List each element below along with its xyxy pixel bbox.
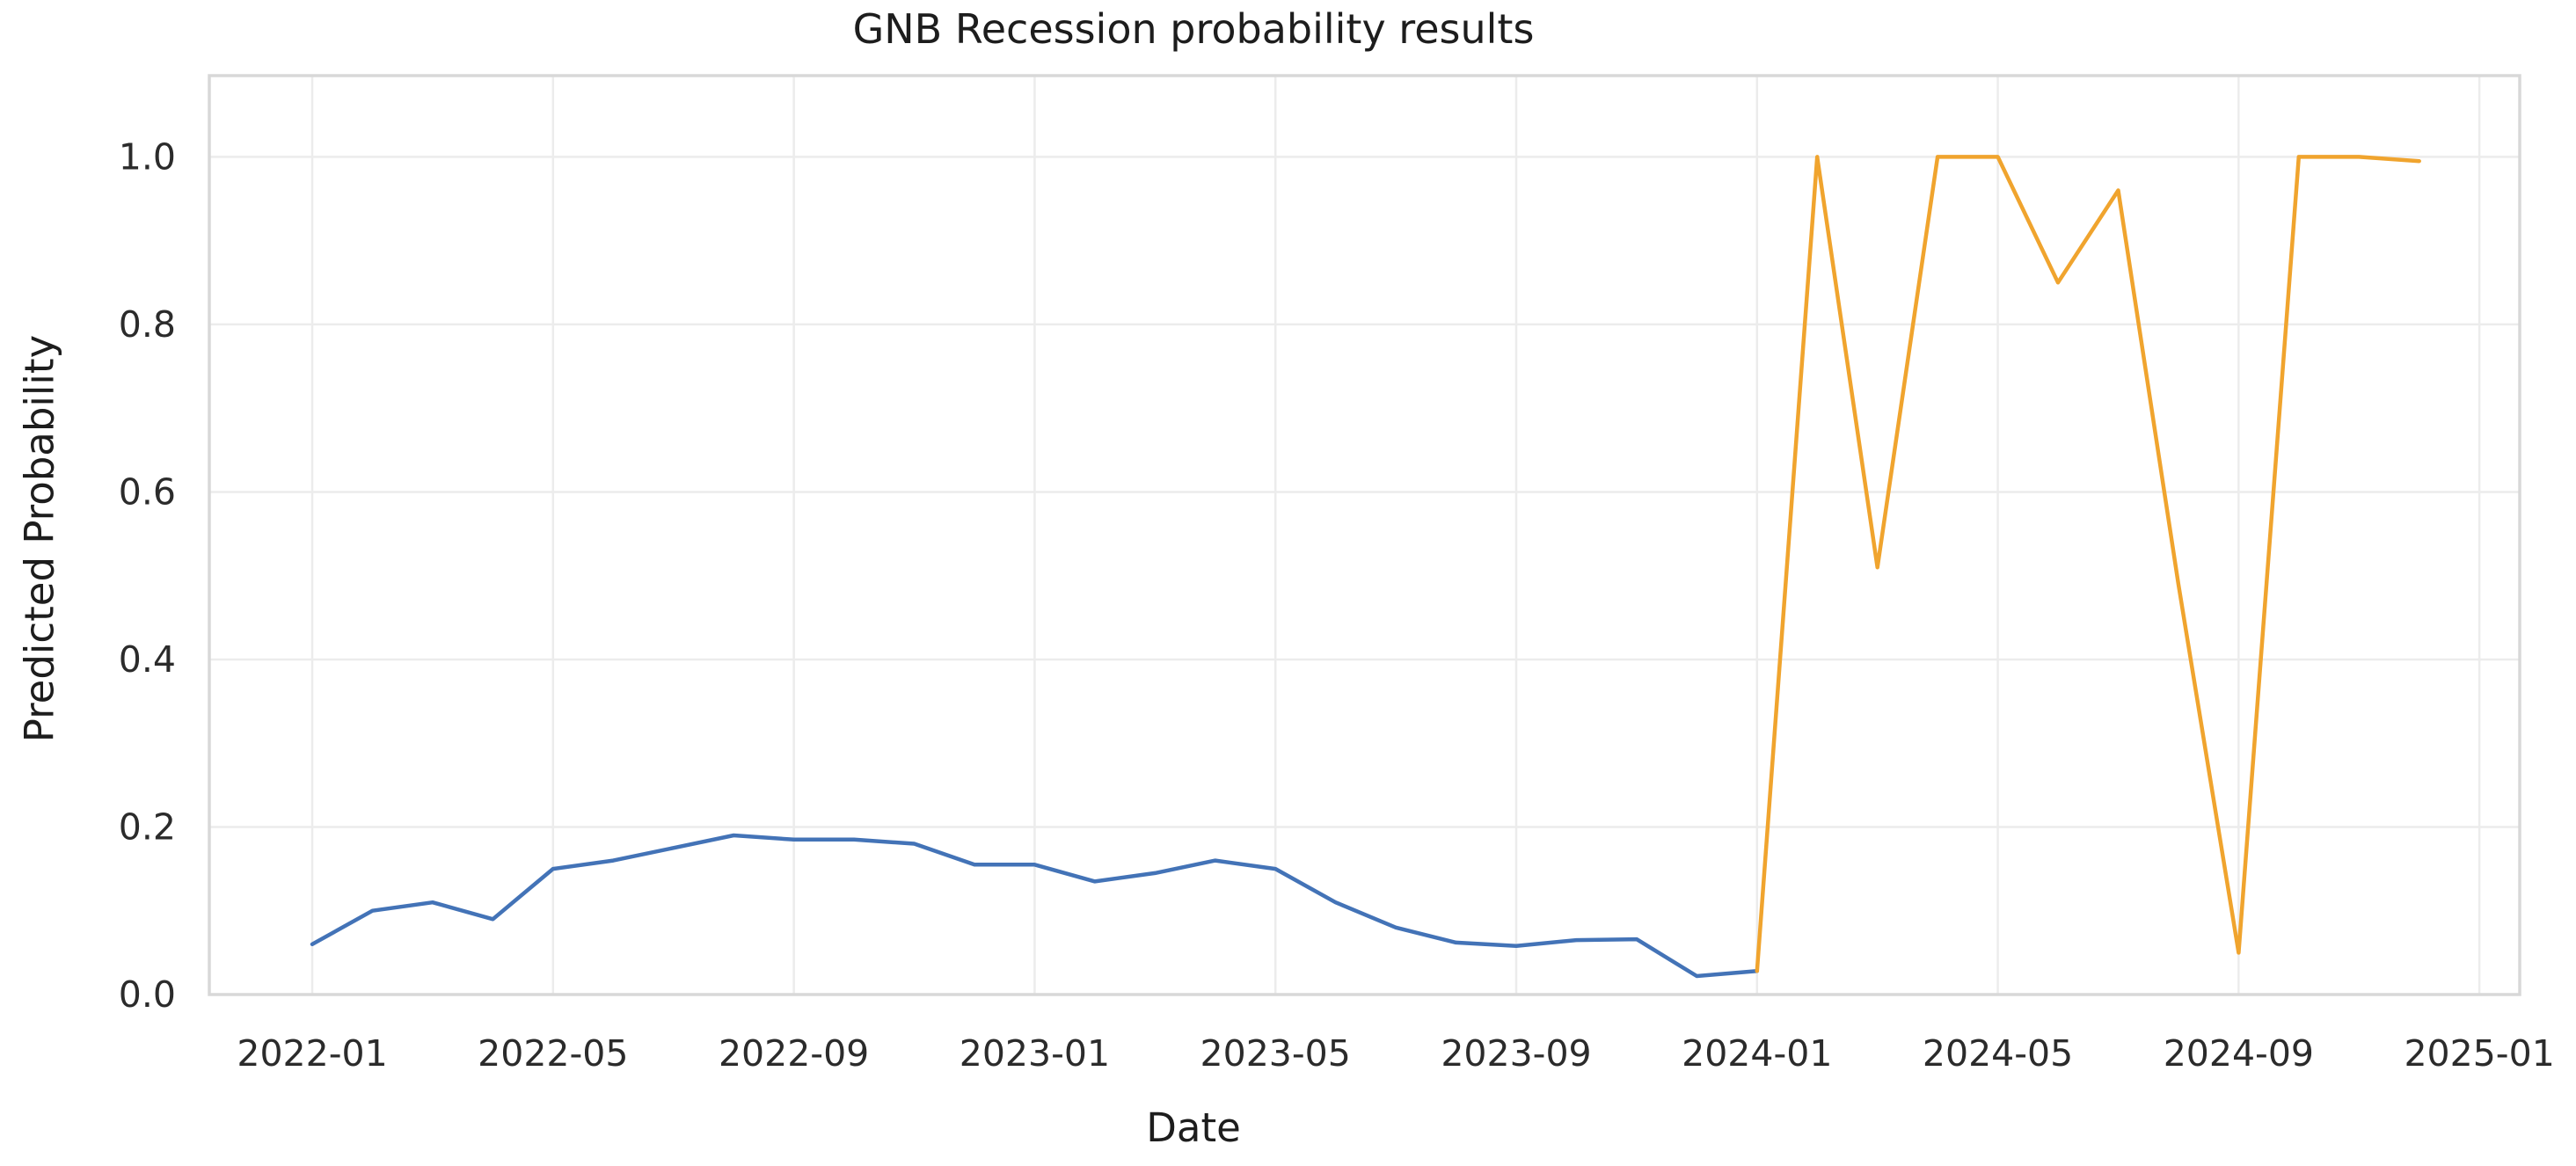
x-tick-label: 2023-01 [960,1032,1110,1075]
series-line-predicted-probability-2022-2023 [310,833,1760,979]
y-tick-label: 1.0 [119,135,176,178]
series-line-predicted-probability-2024 [1755,155,2421,973]
y-tick-label: 0.2 [119,805,176,848]
x-tick-label: 2022-09 [719,1032,869,1075]
x-tick-label: 2023-09 [1441,1032,1591,1075]
x-tick-label: 2024-09 [2164,1032,2314,1075]
y-tick-label: 0.0 [119,973,176,1016]
x-tick-label: 2022-05 [478,1032,628,1075]
plot-area-border [208,74,2521,996]
x-axis-label: Date [1146,1104,1241,1151]
x-tick-label: 2024-01 [1682,1032,1832,1075]
y-axis-label: Predicted Probability [16,334,63,743]
x-tick-label: 2023-05 [1200,1032,1351,1075]
y-tick-label: 0.4 [119,638,176,681]
x-tick-label: 2025-01 [2404,1032,2554,1075]
chart-title: GNB Recession probability results [852,5,1535,53]
x-tick-label: 2024-05 [1923,1032,2073,1075]
y-tick-label: 0.6 [119,470,176,513]
y-tick-label: 0.8 [119,303,176,346]
x-tick-label: 2022-01 [237,1032,387,1075]
